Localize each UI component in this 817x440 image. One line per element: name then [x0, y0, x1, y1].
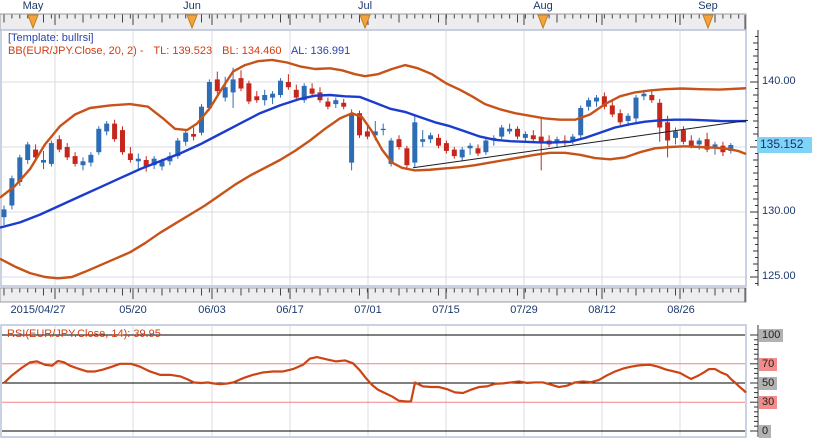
template-label: [Template: bullrsi]	[8, 32, 94, 44]
rsi-gridlines	[54, 326, 681, 436]
month-marker-triangles	[27, 14, 714, 30]
price-axis-label: 125.00	[762, 270, 796, 282]
rsi-line[interactable]	[3, 355, 747, 403]
rsi-indicator-label: RSI(EUR/JPY.Close, 14): 39.95	[7, 328, 161, 340]
rsi-axis-label-0: 0	[759, 425, 772, 438]
bottom-ruler	[0, 287, 747, 303]
date-axis-label: 06/17	[276, 304, 304, 316]
price-axis	[750, 30, 759, 286]
month-label-jun: Jun	[183, 0, 201, 12]
date-axis-label: 07/15	[432, 304, 460, 316]
date-axis-label: 07/29	[510, 304, 538, 316]
rsi-axis	[750, 325, 759, 437]
bb-indicator-label: BB(EUR/JPY.Close, 20, 2) - TL: 139.523 B…	[8, 45, 350, 58]
month-label-sep: Sep	[698, 0, 718, 12]
price-axis-label: 140.00	[762, 75, 796, 87]
date-axis-label: 08/12	[588, 304, 616, 316]
bb-top-line-value: TL: 139.523	[153, 45, 213, 57]
top-ruler	[0, 13, 747, 31]
month-label-may: May	[22, 0, 44, 12]
main-chart-gridlines	[2, 31, 745, 285]
bollinger-bands	[0, 58, 747, 280]
date-axis-label: 2015/04/27	[10, 304, 66, 316]
bb-formula-text: BB(EUR/JPY.Close, 20, 2) -	[8, 45, 144, 57]
month-label-aug: Aug	[533, 0, 553, 12]
main-chart-frame	[0, 29, 747, 287]
rsi-axis-label-30: 30	[759, 396, 778, 410]
price-axis-label: 130.00	[762, 205, 796, 217]
last-price-tag: 135.152	[757, 137, 812, 153]
rsi-axis-label-100: 100	[759, 329, 784, 342]
rsi-axis-label-70: 70	[759, 357, 778, 371]
bb-bottom-line-value: BL: 134.460	[222, 45, 282, 57]
date-axis-label: 06/03	[198, 304, 226, 316]
trendline[interactable]	[412, 119, 749, 169]
rsi-panel-frame	[0, 324, 747, 438]
date-axis-label: 08/26	[667, 304, 695, 316]
rsi-axis-label-50: 50	[759, 377, 778, 390]
month-label-jul: Jul	[357, 0, 373, 12]
bb-average-line-value: AL: 136.991	[290, 45, 351, 57]
date-axis-label: 07/01	[354, 304, 382, 316]
date-axis-label: 05/20	[119, 304, 147, 316]
